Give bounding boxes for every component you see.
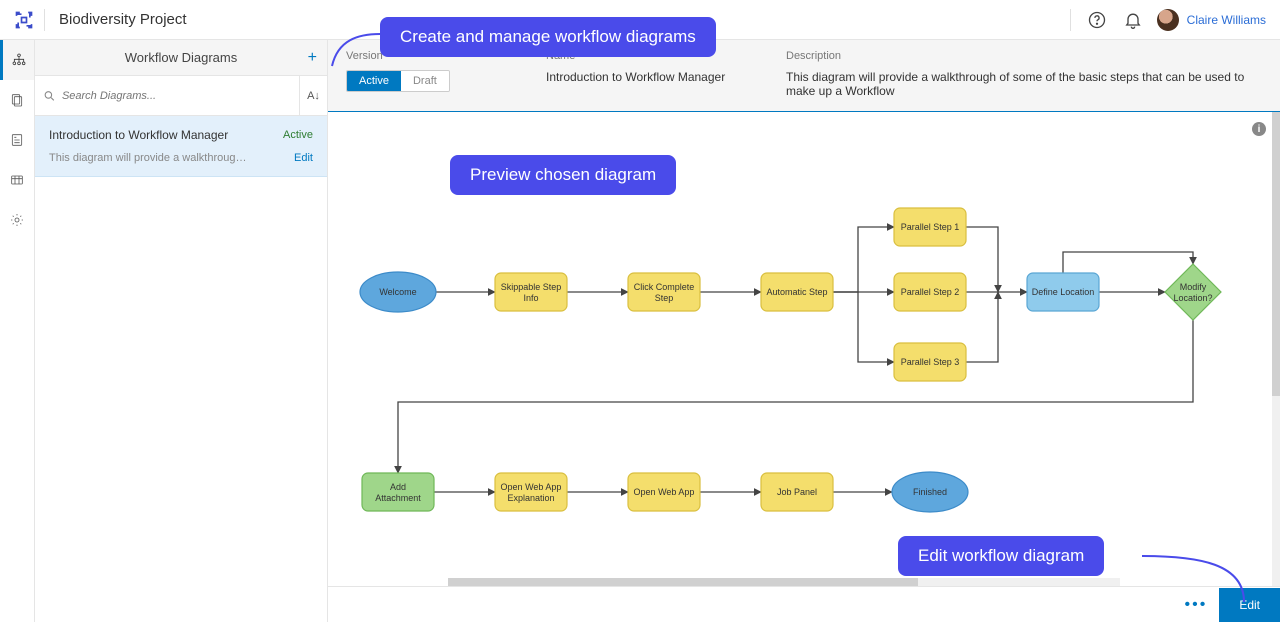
flow-node-click: Click CompleteStep xyxy=(628,273,700,311)
more-actions-button[interactable]: ••• xyxy=(1185,596,1208,614)
callout-mid: Preview chosen diagram xyxy=(450,155,676,195)
sort-button[interactable]: A↓ xyxy=(299,76,327,115)
notifications-icon[interactable] xyxy=(1123,10,1143,30)
flow-node-p1: Parallel Step 1 xyxy=(894,208,966,246)
edit-diagram-button[interactable]: Edit xyxy=(1219,588,1280,622)
sidebar: Workflow Diagrams + A↓ Introduction to W… xyxy=(35,40,328,622)
search-box[interactable] xyxy=(35,76,299,115)
svg-text:Open Web AppExplanation: Open Web AppExplanation xyxy=(501,482,562,503)
help-icon[interactable] xyxy=(1087,10,1107,30)
nav-rail xyxy=(0,40,35,622)
flow-node-addatt: AddAttachment xyxy=(362,473,434,511)
horizontal-scrollbar[interactable] xyxy=(448,578,1120,586)
desc-value: This diagram will provide a walkthrough … xyxy=(786,70,1262,98)
svg-text:Parallel Step 2: Parallel Step 2 xyxy=(901,287,960,297)
version-toggle: Active Draft xyxy=(346,70,450,92)
user-name[interactable]: Claire Williams xyxy=(1187,13,1266,27)
svg-text:Define Location: Define Location xyxy=(1032,287,1095,297)
bottom-bar: ••• Edit xyxy=(328,586,1280,622)
desc-label: Description xyxy=(786,50,1262,62)
flow-node-finished: Finished xyxy=(892,472,968,512)
svg-text:Finished: Finished xyxy=(913,487,947,497)
user-avatar[interactable] xyxy=(1157,9,1179,31)
rail-data[interactable] xyxy=(0,160,34,200)
add-diagram-button[interactable]: + xyxy=(308,49,317,67)
svg-text:Parallel Step 3: Parallel Step 3 xyxy=(901,357,960,367)
sidebar-title: Workflow Diagrams xyxy=(125,50,237,65)
svg-text:Welcome: Welcome xyxy=(379,287,416,297)
flow-node-openexp: Open Web AppExplanation xyxy=(495,473,567,511)
diagram-list-item[interactable]: Introduction to Workflow Manager Active … xyxy=(35,116,327,177)
search-row: A↓ xyxy=(35,76,327,116)
callout-top: Create and manage workflow diagrams xyxy=(380,17,716,57)
version-active-button[interactable]: Active xyxy=(347,71,401,91)
rail-forms[interactable] xyxy=(0,120,34,160)
flow-node-modify: ModifyLocation? xyxy=(1165,264,1221,320)
search-icon xyxy=(43,89,56,103)
vertical-scrollbar[interactable] xyxy=(1272,112,1280,586)
divider xyxy=(44,9,45,31)
item-desc: This diagram will provide a walkthrough … xyxy=(49,152,249,164)
flow-node-openapp: Open Web App xyxy=(628,473,700,511)
svg-text:Job Panel: Job Panel xyxy=(777,487,817,497)
callout-bot: Edit workflow diagram xyxy=(898,536,1104,576)
svg-text:Open Web App: Open Web App xyxy=(634,487,695,497)
rail-templates[interactable] xyxy=(0,80,34,120)
svg-text:Parallel Step 1: Parallel Step 1 xyxy=(901,222,960,232)
main-area: Version Active Draft Name Introduction t… xyxy=(328,40,1280,622)
divider xyxy=(1070,9,1071,31)
rail-settings[interactable] xyxy=(0,200,34,240)
project-title: Biodiversity Project xyxy=(59,11,187,28)
svg-text:Automatic Step: Automatic Step xyxy=(766,287,827,297)
flow-node-welcome: Welcome xyxy=(360,272,436,312)
flow-node-skip: Skippable StepInfo xyxy=(495,273,567,311)
name-value: Introduction to Workflow Manager xyxy=(546,70,726,84)
search-input[interactable] xyxy=(62,90,291,102)
item-edit-link[interactable]: Edit xyxy=(294,152,313,164)
version-draft-button[interactable]: Draft xyxy=(401,71,449,91)
rail-diagrams[interactable] xyxy=(0,40,34,80)
item-name: Introduction to Workflow Manager xyxy=(49,128,228,142)
app-logo-icon xyxy=(14,10,34,30)
flow-node-p2: Parallel Step 2 xyxy=(894,273,966,311)
item-status: Active xyxy=(283,129,313,141)
flow-node-auto: Automatic Step xyxy=(761,273,833,311)
flow-node-define: Define Location xyxy=(1027,273,1099,311)
sidebar-header: Workflow Diagrams + xyxy=(35,40,327,76)
flow-node-p3: Parallel Step 3 xyxy=(894,343,966,381)
flow-node-jobpanel: Job Panel xyxy=(761,473,833,511)
